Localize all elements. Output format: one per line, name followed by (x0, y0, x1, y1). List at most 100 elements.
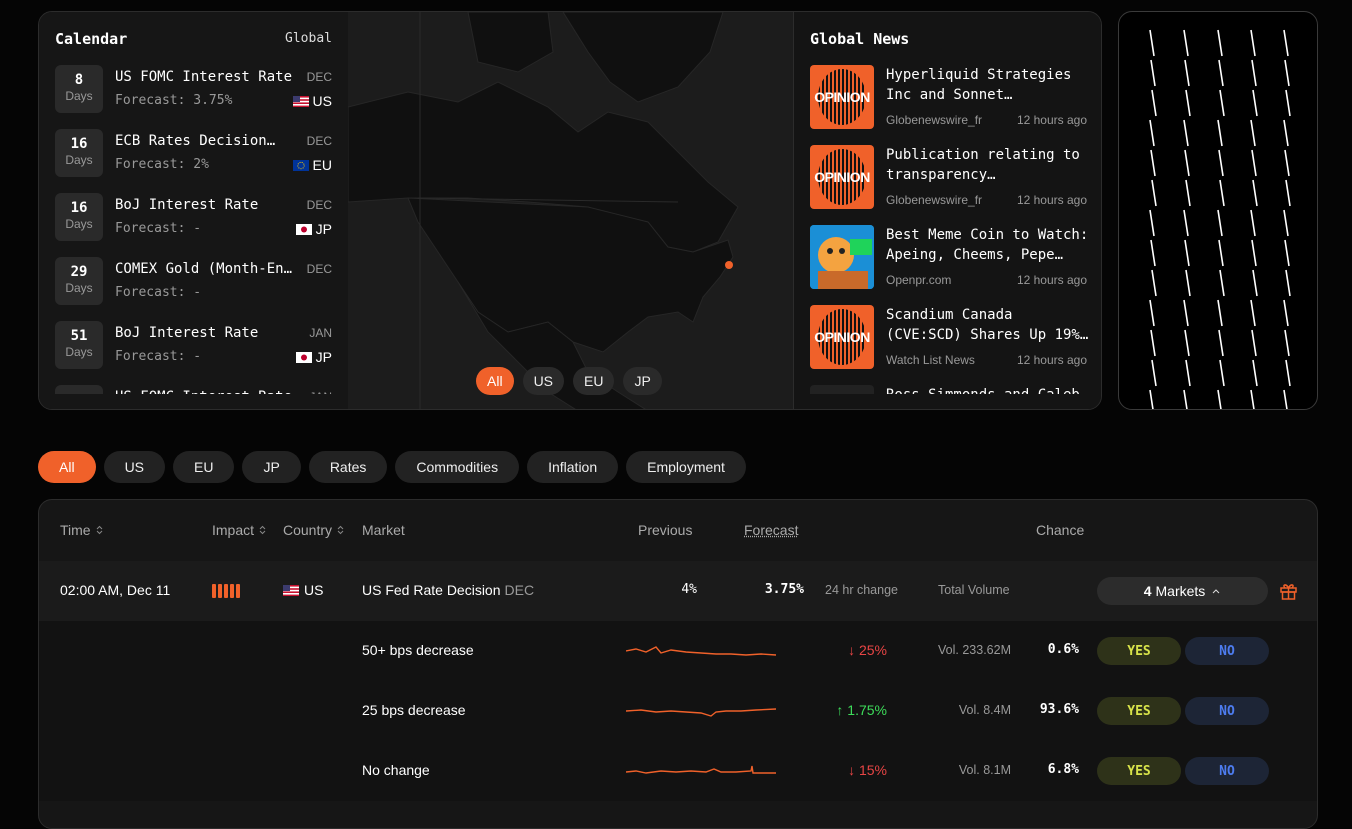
slash-line (1220, 270, 1224, 296)
map-filter[interactable]: EU (573, 367, 614, 395)
filter-chip[interactable]: Employment (626, 451, 746, 483)
yes-button[interactable]: YES (1097, 757, 1181, 785)
thumb-art (810, 225, 874, 289)
no-button[interactable]: NO (1185, 697, 1269, 725)
impact-bar (212, 584, 216, 598)
thumb-label: OPINION (814, 89, 870, 105)
slash-line (1253, 180, 1257, 206)
flag (296, 224, 312, 235)
slash-line (1220, 180, 1224, 206)
sort-icon (91, 525, 103, 535)
news-time: 12 hours ago (1017, 353, 1087, 367)
calendar-title: Calendar (55, 30, 127, 48)
calendar-event[interactable]: 16 Days ECB Rates Decision… DEC Forecast: 2%… (39, 129, 348, 189)
yes-button[interactable]: YES (1097, 637, 1181, 665)
header-cell[interactable]: Time (60, 522, 103, 538)
news-item[interactable]: OPINION Publication relating to transpare… (794, 145, 1102, 217)
news-headline: Hyperliquid Strategies Inc and Sonnet… (886, 65, 1092, 105)
filter-chip[interactable]: Inflation (527, 451, 618, 483)
map-land (348, 12, 793, 410)
slash-line (1286, 90, 1290, 116)
outcome-row: 25 bps decrease ↑ 1.75% Vol. 8.4M 93.6% YES N… (39, 681, 1318, 741)
news-item[interactable]: OPINION Scandium Canada (CVE:SCD) Shares … (794, 305, 1102, 377)
slash-line (1252, 150, 1256, 176)
page: Calendar Global 8 Days US FOMC Interest Rate… (0, 0, 1352, 799)
slash-line (1185, 330, 1189, 356)
header-label: Forecast (744, 522, 798, 538)
slash-line (1186, 270, 1190, 296)
slash-line (1185, 60, 1189, 86)
impact-bar (230, 584, 234, 598)
slash-line (1286, 270, 1290, 296)
filter-chip[interactable]: Commodities (395, 451, 519, 483)
slash-line (1285, 150, 1289, 176)
slash-line (1284, 30, 1288, 56)
outcome-row: No change ↓ 15% Vol. 8.1M 6.8% YES NO (39, 741, 1318, 801)
header-cell: Forecast (744, 522, 798, 538)
map-filter[interactable]: All (476, 367, 514, 395)
map-filter[interactable]: JP (623, 367, 661, 395)
days-number: 16 (55, 136, 103, 152)
news-title: Global News (810, 30, 909, 48)
yes-button[interactable]: YES (1097, 697, 1181, 725)
filter-chip[interactable]: US (104, 451, 165, 483)
calendar-event[interactable]: 29 Days COMEX Gold (Month-End) DEC Forecast:… (39, 257, 348, 317)
calendar-event[interactable]: 51 Days BoJ Interest Rate JAN Forecast: - JP (39, 321, 348, 381)
filter-chip[interactable]: Rates (309, 451, 388, 483)
slash-line (1284, 390, 1288, 410)
slash-line (1251, 210, 1255, 236)
news-time: 12 hours ago (1017, 193, 1087, 207)
news-headline: Ross Simmonds and Caleb (886, 385, 1092, 394)
event-forecast: Forecast: - (115, 349, 201, 364)
markets-button[interactable]: 4 Markets (1097, 577, 1268, 605)
news-item[interactable]: HF Ross Simmonds and Caleb (794, 385, 1102, 394)
event-name: US FOMC Interest Rate (115, 389, 297, 394)
slash-line (1220, 360, 1224, 386)
slash-line (1219, 240, 1223, 266)
filter-chip[interactable]: All (38, 451, 96, 483)
sparkline (626, 703, 778, 724)
no-button[interactable]: NO (1185, 757, 1269, 785)
outcome-change: ↑ 1.75% (836, 702, 887, 718)
calendar: Calendar Global 8 Days US FOMC Interest Rate… (39, 12, 349, 410)
event-forecast: Forecast: - (115, 221, 201, 236)
filter-chip[interactable]: JP (242, 451, 300, 483)
volume-label: Total Volume (938, 583, 1010, 597)
calendar-event[interactable]: 16 Days BoJ Interest Rate DEC Forecast: - JP (39, 193, 348, 253)
header-cell[interactable]: Impact (212, 522, 266, 538)
event-country: EU (293, 157, 332, 173)
header-cell: Market (362, 522, 405, 538)
filters: All US EU JP Rates Commodities Inflation Employ… (38, 451, 746, 483)
outcome-name: 25 bps decrease (362, 702, 466, 718)
header-label: Country (283, 522, 332, 538)
slash-line (1251, 120, 1255, 146)
news-thumb: OPINION (810, 305, 874, 369)
filter-chip[interactable]: EU (173, 451, 234, 483)
outcome-change: ↓ 25% (848, 642, 887, 658)
row-forecast: 3.75% (765, 582, 804, 597)
news-headline: Publication relating to transparency… (886, 145, 1092, 185)
no-button[interactable]: NO (1185, 637, 1269, 665)
slash-line (1218, 120, 1222, 146)
slash-line (1284, 210, 1288, 236)
news-item[interactable]: OPINION Hyperliquid Strategies Inc and So… (794, 65, 1102, 137)
slash-line (1251, 30, 1255, 56)
outcome-chance: 93.6% (1040, 702, 1079, 717)
news-item[interactable]: Best Meme Coin to Watch: Apeing, Cheems,… (794, 225, 1102, 297)
slash-line (1184, 390, 1188, 410)
outcome-change: ↓ 15% (848, 762, 887, 778)
calendar-event[interactable]: 8 Days US FOMC Interest Rate DEC Forecast: 3… (39, 65, 348, 125)
chevron (1211, 587, 1221, 595)
map: All US EU JP (348, 12, 794, 410)
map-filter[interactable]: US (523, 367, 564, 395)
slash-line (1284, 120, 1288, 146)
header-label: Previous (638, 522, 692, 538)
event-month: DEC (307, 70, 332, 84)
row-previous: 4% (681, 582, 697, 597)
gift-icon[interactable] (1279, 581, 1298, 605)
header-cell[interactable]: Country (283, 522, 344, 538)
calendar-event[interactable]: US FOMC Interest Rate JAN (39, 385, 348, 394)
slash-line (1151, 60, 1155, 86)
markets-label: Markets (1156, 583, 1206, 599)
slash-line (1152, 270, 1156, 296)
